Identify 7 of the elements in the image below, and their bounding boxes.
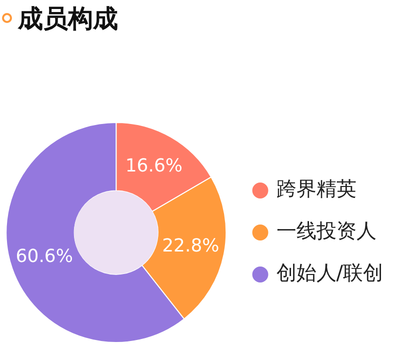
chart-title: 成员构成 bbox=[18, 3, 118, 35]
legend-label: 一线投资人 bbox=[276, 218, 376, 243]
data-label: 16.6% bbox=[125, 155, 183, 176]
data-label: 22.8% bbox=[162, 235, 220, 256]
legend-label: 跨界精英 bbox=[276, 176, 356, 201]
data-label: 60.6% bbox=[16, 246, 73, 267]
legend-label: 创始人/联创 bbox=[276, 260, 384, 285]
